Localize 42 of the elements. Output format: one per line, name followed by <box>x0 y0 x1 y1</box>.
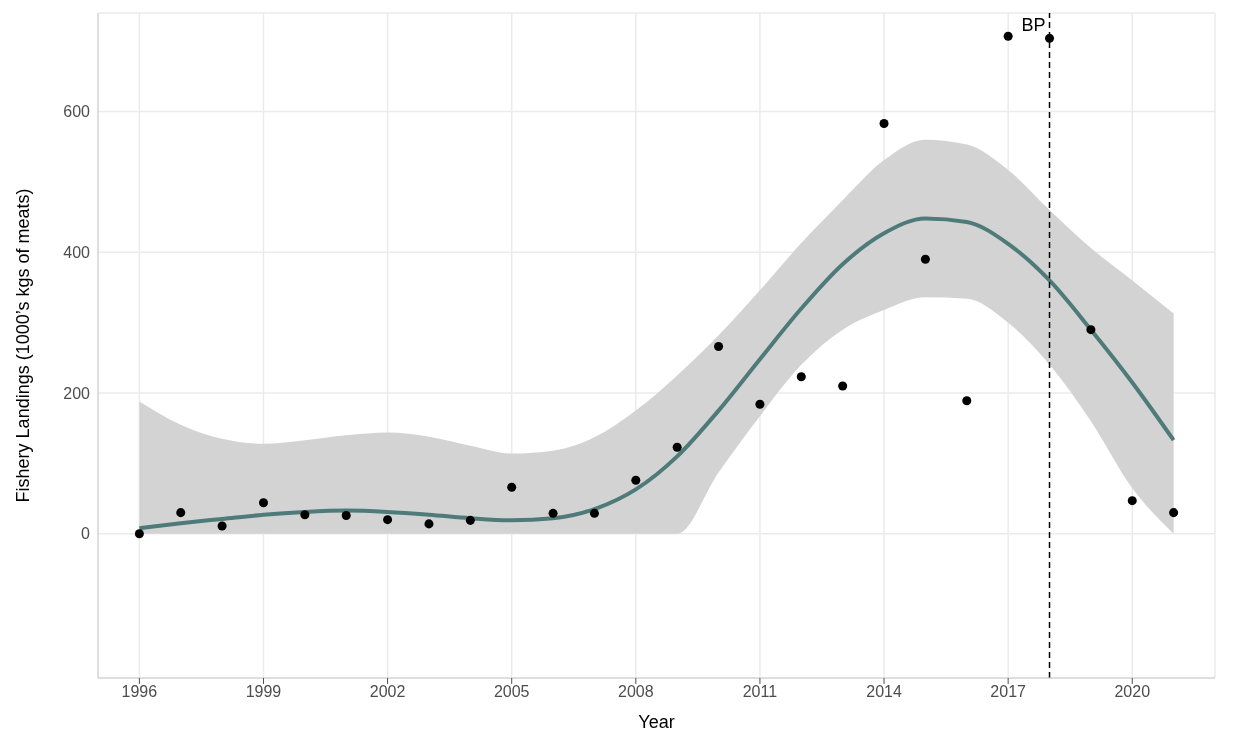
x-tick-label: 2014 <box>866 683 902 701</box>
point <box>631 475 641 485</box>
x-axis-title: Year <box>638 712 675 732</box>
point <box>341 510 351 520</box>
point <box>838 381 848 391</box>
point <box>1127 496 1137 506</box>
point <box>176 508 186 518</box>
point <box>755 399 765 409</box>
point <box>424 519 434 529</box>
point <box>300 510 310 520</box>
point <box>672 442 682 452</box>
point <box>1045 33 1055 43</box>
y-axis-title: Fishery Landings (1000’s kgs of meats) <box>13 188 34 503</box>
point <box>1086 325 1096 335</box>
y-tick-label: 400 <box>63 243 91 261</box>
x-tick-label: 1996 <box>121 683 158 701</box>
point <box>383 515 393 525</box>
y-tick-label: 200 <box>63 384 91 402</box>
point <box>258 498 268 508</box>
point <box>589 508 599 518</box>
point <box>134 529 144 539</box>
y-tick-label: 600 <box>63 103 91 121</box>
point <box>217 521 227 531</box>
ref-line-label: BP <box>1021 15 1046 35</box>
x-tick-label: 2017 <box>990 683 1027 701</box>
point <box>1169 508 1179 518</box>
point <box>548 508 558 518</box>
point <box>465 515 475 525</box>
y-tick-label: 0 <box>81 525 91 543</box>
point <box>1003 31 1013 41</box>
x-tick-label: 2005 <box>493 683 530 701</box>
point <box>796 372 806 382</box>
point <box>714 342 724 352</box>
x-tick-label: 2008 <box>618 683 654 701</box>
point <box>879 118 889 128</box>
x-tick-label: 2020 <box>1114 683 1151 701</box>
point <box>507 482 517 492</box>
point <box>962 396 972 406</box>
x-tick-label: 2002 <box>369 683 406 701</box>
x-tick-label: 1999 <box>245 683 282 701</box>
x-tick-label: 2011 <box>742 683 778 701</box>
point <box>920 254 930 264</box>
